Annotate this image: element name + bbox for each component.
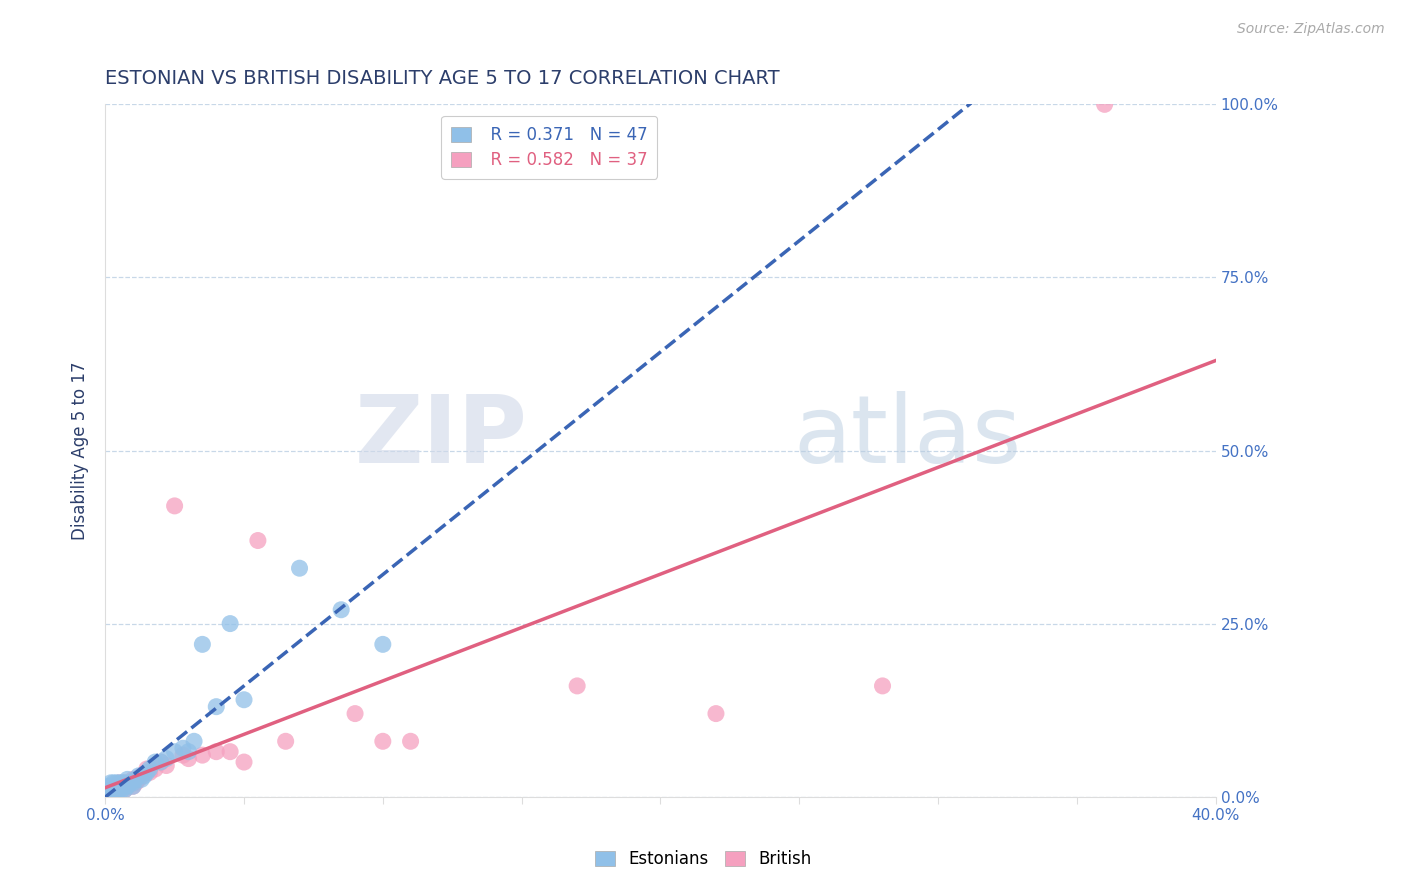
Point (155, 758, 177, 772)
Point (128, 769, 150, 783)
Point (135, 765, 157, 780)
Point (205, 699, 228, 714)
Point (172, 741, 194, 756)
Point (371, 734, 394, 748)
Text: ZIP: ZIP (354, 391, 527, 483)
Point (191, 637, 214, 651)
Legend:   R = 0.371   N = 47,   R = 0.582   N = 37: R = 0.371 N = 47, R = 0.582 N = 37 (441, 116, 658, 178)
Point (122, 779, 145, 793)
Point (105, 779, 128, 793)
Point (97, 779, 120, 793)
Point (177, 745, 200, 759)
Point (105, 779, 128, 793)
Point (108, 779, 131, 793)
Point (97, 786, 120, 800)
Point (344, 706, 367, 721)
Point (103, 776, 125, 790)
Point (111, 776, 134, 790)
Point (233, 692, 256, 706)
Point (128, 772, 150, 787)
Point (103, 779, 125, 793)
Point (129, 772, 152, 787)
Point (371, 637, 394, 651)
Point (149, 755, 172, 769)
Point (100, 782, 122, 797)
Point (163, 499, 186, 513)
Point (108, 776, 131, 790)
Point (132, 769, 155, 783)
Text: atlas: atlas (794, 391, 1022, 483)
Point (103, 786, 125, 800)
Point (100, 776, 122, 790)
Point (219, 745, 242, 759)
Point (120, 776, 142, 790)
Point (97, 782, 120, 797)
Point (117, 779, 139, 793)
Point (122, 776, 145, 790)
Point (103, 782, 125, 797)
Point (97, 786, 120, 800)
Point (330, 603, 353, 617)
Point (114, 782, 136, 797)
Point (177, 751, 200, 765)
Point (100, 782, 122, 797)
Point (114, 779, 136, 793)
Point (246, 533, 269, 548)
Point (100, 779, 122, 793)
Point (122, 772, 145, 787)
Point (183, 734, 205, 748)
Legend: Estonians, British: Estonians, British (588, 844, 818, 875)
Point (114, 776, 136, 790)
Point (399, 734, 422, 748)
Point (125, 772, 148, 787)
Point (1094, 97, 1116, 112)
Point (138, 765, 160, 780)
Point (100, 786, 122, 800)
Point (704, 706, 727, 721)
Point (103, 782, 125, 797)
Point (172, 748, 194, 763)
Text: Source: ZipAtlas.com: Source: ZipAtlas.com (1237, 22, 1385, 37)
Point (143, 762, 166, 776)
Point (274, 734, 297, 748)
Point (872, 679, 894, 693)
Point (105, 782, 128, 797)
Point (105, 776, 128, 790)
Point (108, 782, 131, 797)
Point (135, 762, 157, 776)
Point (205, 745, 228, 759)
Point (108, 782, 131, 797)
Point (163, 745, 186, 759)
Text: ESTONIAN VS BRITISH DISABILITY AGE 5 TO 17 CORRELATION CHART: ESTONIAN VS BRITISH DISABILITY AGE 5 TO … (105, 69, 780, 87)
Point (129, 769, 152, 783)
Point (565, 679, 588, 693)
Point (111, 779, 134, 793)
Point (191, 748, 214, 763)
Point (125, 776, 148, 790)
Point (149, 755, 172, 769)
Point (122, 779, 145, 793)
Point (114, 782, 136, 797)
Point (120, 776, 142, 790)
Point (117, 772, 139, 787)
Point (143, 755, 166, 769)
Point (111, 782, 134, 797)
Point (138, 762, 160, 776)
Point (155, 751, 177, 765)
Point (114, 776, 136, 790)
Y-axis label: Disability Age 5 to 17: Disability Age 5 to 17 (72, 361, 89, 540)
Point (219, 616, 242, 631)
Point (117, 779, 139, 793)
Point (288, 561, 311, 575)
Point (233, 755, 256, 769)
Point (108, 776, 131, 790)
